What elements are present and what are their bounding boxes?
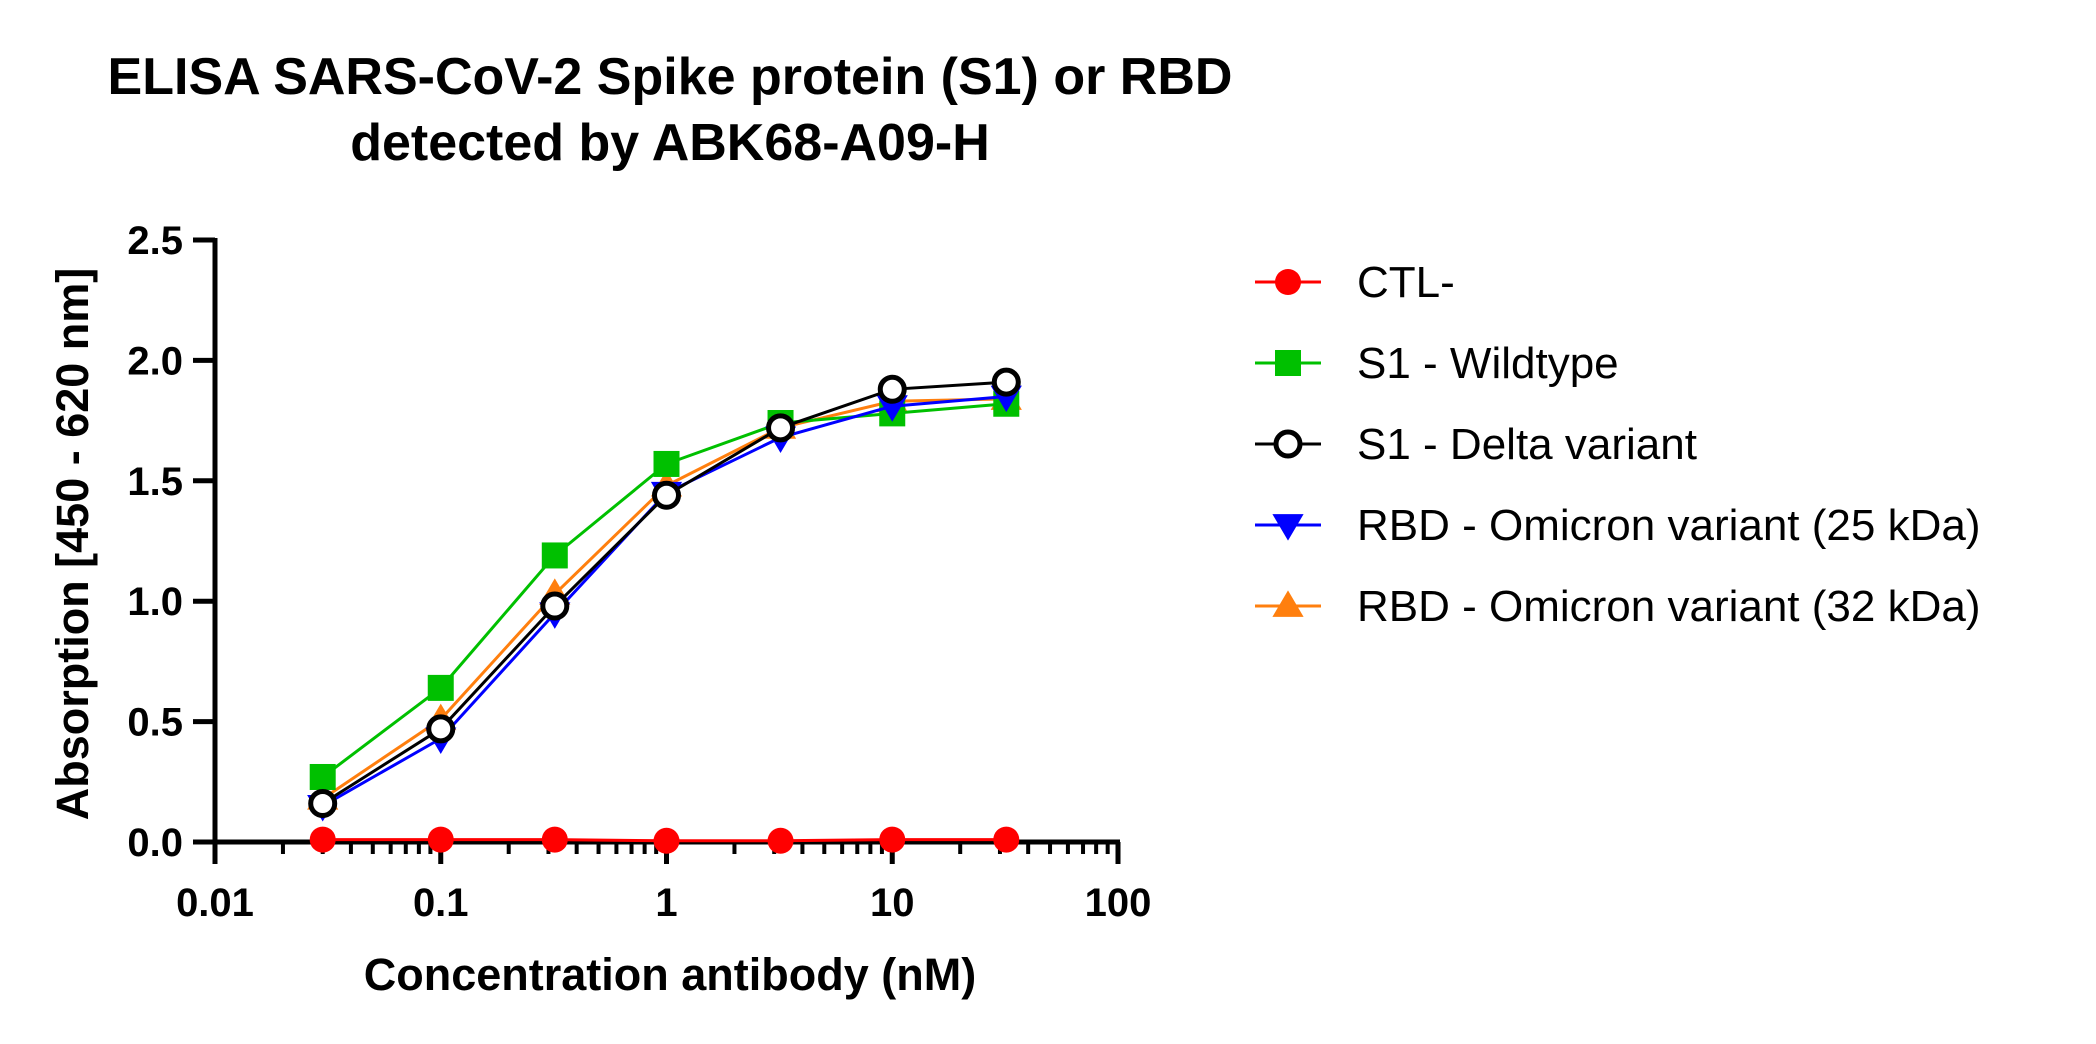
chart-title-line-1: ELISA SARS-CoV-2 Spike protein (S1) or R… [108,48,1233,106]
plot-area: 0.0 0.5 1.0 1.5 2.0 2.5 0.01 0.1 1 10 100 [127,219,1151,925]
data-point [427,826,454,853]
y-tick-label: 1.5 [127,460,183,504]
legend-label: S1 - Delta variant [1357,420,1697,469]
legend-entry: RBD - Omicron variant (32 kDa) [1255,582,1980,631]
x-tick-label: 100 [1085,881,1152,925]
data-point [877,374,907,404]
data-point [653,827,680,854]
legend: CTL- S1 - Wildtype S1 - Delta variant RBD -… [1255,258,1980,631]
x-tick-label: 10 [870,881,915,925]
y-tick-label: 2.0 [127,339,183,383]
series-line [321,380,1007,805]
series-s1-wildtype [309,390,1020,790]
data-point [993,826,1020,853]
x-axis-title: Concentration antibody (nM) [364,949,976,1000]
x-tick-label: 0.01 [176,881,254,925]
data-point [879,826,906,853]
data-point [767,827,794,854]
y-axis-title: Absorption [450 - 620 nm] [47,268,98,821]
data-point [540,591,570,621]
x-tick-label: 1 [655,881,677,925]
legend-label: S1 - Wildtype [1357,339,1619,388]
legend-entry: CTL- [1255,258,1455,307]
legend-marker [1272,514,1304,541]
legend-marker [1275,350,1301,376]
series-ctl [309,826,1020,854]
data-point [541,826,568,853]
legend-marker [1273,429,1303,459]
data-point [653,450,680,477]
legend-label: RBD - Omicron variant (25 kDa) [1357,501,1980,550]
data-point [426,714,456,744]
legend-entry: S1 - Delta variant [1255,420,1697,469]
data-point [541,542,568,569]
data-point [308,788,338,818]
data-point [427,674,454,701]
y-tick-label: 2.5 [127,219,183,263]
data-point [766,413,796,443]
legend-entry: S1 - Wildtype [1255,339,1619,388]
legend-marker [1275,269,1301,295]
legend-entry: RBD - Omicron variant (25 kDa) [1255,501,1980,550]
legend-label: CTL- [1357,258,1455,307]
legend-label: RBD - Omicron variant (32 kDa) [1357,582,1980,631]
x-tick-label: 0.1 [413,881,469,925]
series-s1-delta-variant [308,367,1021,818]
y-tick-label: 0.5 [127,701,183,745]
y-tick-label: 0.0 [127,821,183,865]
data-point [309,826,336,853]
data-point [309,763,336,790]
chart-title-line-2: detected by ABK68-A09-H [350,114,990,172]
data-point [876,395,908,422]
data-point [991,367,1021,397]
data-point [652,480,681,510]
legend-marker [1272,590,1304,617]
y-tick-label: 1.0 [127,580,183,624]
